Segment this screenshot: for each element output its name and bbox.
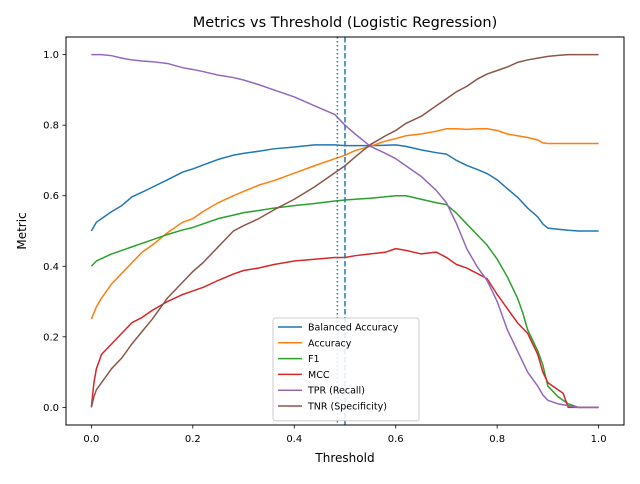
x-tick-label: 0.4 [286,434,302,445]
legend-label-f1: F1 [308,354,320,365]
y-axis: 0.0 0.2 0.4 0.6 0.8 1.0 [43,50,66,414]
legend-box [272,317,420,422]
plot-frame [65,36,625,426]
y-tick-label: 0.0 [43,403,59,414]
legend-label-tnr-specificity: TNR (Specificity) [307,402,387,413]
x-tick-label: 0.0 [83,434,99,445]
legend-label-mcc: MCC [308,370,330,381]
series-line-accuracy [90,127,599,320]
legend-label-accuracy: Accuracy [308,338,352,349]
x-tick-label: 0.2 [185,434,201,445]
chart-legend: Balanced Accuracy Accuracy F1 MCC TPR (Recal… [272,317,420,422]
legend-label-tpr-recall: TPR (Recall) [307,386,365,397]
x-tick-label: 0.6 [388,434,404,445]
x-axis: 0.0 0.2 0.4 0.6 0.8 1.0 [83,425,607,445]
y-tick-label: 0.4 [43,262,59,273]
y-tick-label: 0.2 [43,332,59,343]
series-line-balanced-accuracy [90,144,599,232]
series-line-f1 [90,194,599,409]
legend-label-balanced-accuracy: Balanced Accuracy [308,323,399,334]
y-axis-label: Metric [15,212,29,249]
x-axis-label: Threshold [314,451,374,465]
y-tick-label: 1.0 [43,50,59,61]
y-tick-label: 0.8 [43,121,59,132]
series-line-mcc [90,247,599,409]
x-tick-label: 1.0 [591,434,607,445]
x-tick-label: 0.8 [489,434,505,445]
chart-title: Metrics vs Threshold (Logistic Regressio… [193,15,497,31]
y-tick-label: 0.6 [43,191,59,202]
series-line-tpr-recall [91,53,599,409]
